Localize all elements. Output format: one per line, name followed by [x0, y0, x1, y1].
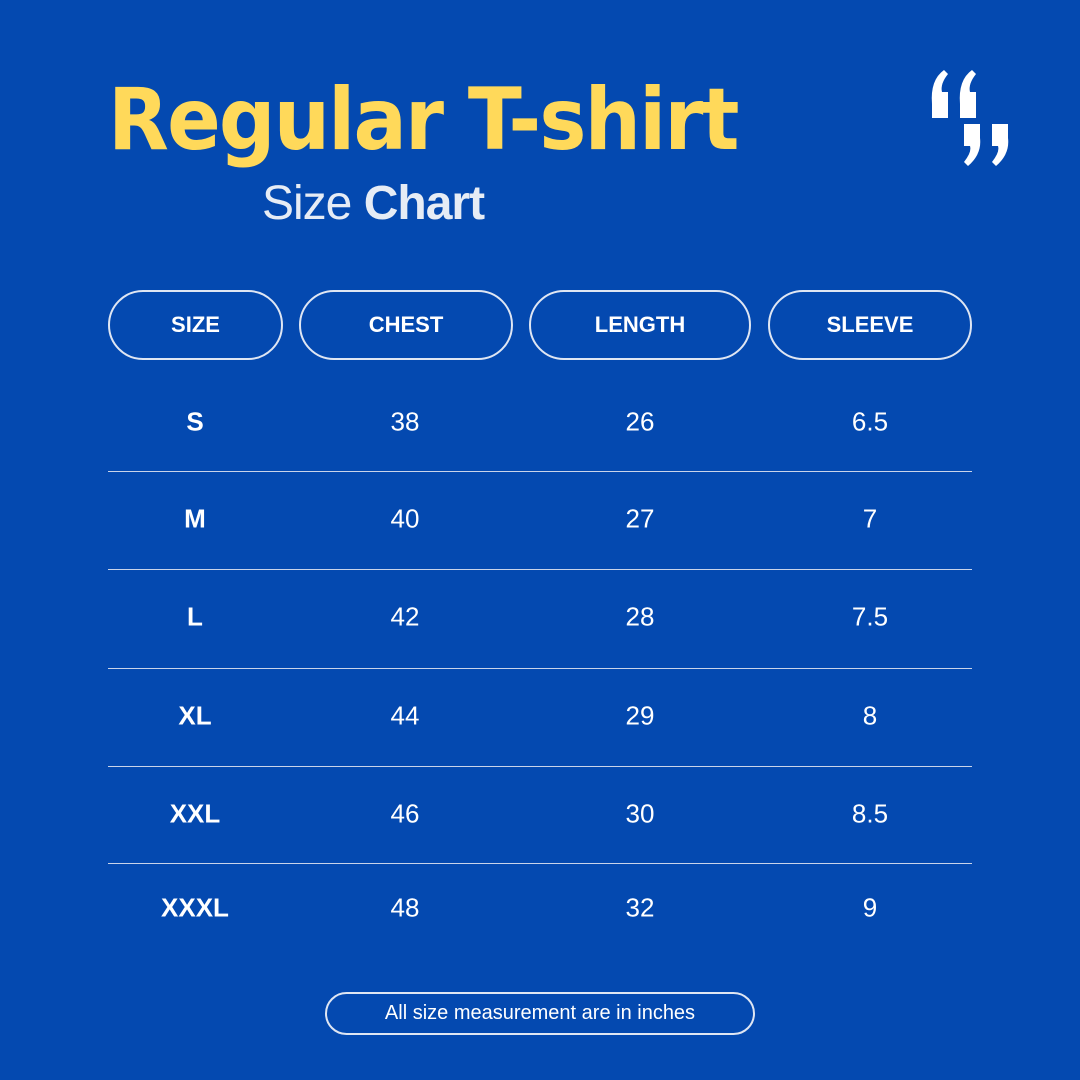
cell-size: L	[187, 601, 203, 632]
cell-chest: 46	[390, 798, 420, 829]
cell-chest: 48	[390, 892, 420, 923]
cell-length: 28	[625, 601, 655, 632]
cell-sleeve: 9	[862, 892, 878, 923]
row-divider	[108, 766, 972, 767]
header-length: LENGTH	[529, 290, 751, 360]
cell-chest: 40	[390, 503, 420, 534]
cell-length: 27	[625, 503, 655, 534]
footer-note: All size measurement are in inches	[325, 992, 755, 1035]
cell-sleeve: 7	[862, 503, 878, 534]
quote-marks-icon	[931, 70, 1009, 166]
cell-chest: 44	[390, 700, 420, 731]
row-divider	[108, 569, 972, 570]
cell-sleeve: 6.5	[851, 406, 889, 437]
subtitle-bold: Chart	[363, 177, 485, 230]
header-size: SIZE	[108, 290, 283, 360]
cell-chest: 42	[390, 601, 420, 632]
page-title: Regular T-shirt	[108, 70, 739, 170]
cell-sleeve: 8.5	[851, 798, 889, 829]
cell-length: 32	[625, 892, 655, 923]
row-divider	[108, 863, 972, 864]
header-chest: CHEST	[299, 290, 513, 360]
cell-sleeve: 7.5	[851, 601, 889, 632]
cell-sleeve: 8	[862, 700, 878, 731]
cell-chest: 38	[390, 406, 420, 437]
cell-size: XXXL	[161, 892, 229, 923]
cell-length: 29	[625, 700, 655, 731]
cell-size: S	[186, 406, 204, 437]
cell-size: XL	[178, 700, 212, 731]
cell-length: 26	[625, 406, 655, 437]
row-divider	[108, 471, 972, 472]
cell-size: XXL	[169, 798, 221, 829]
cell-length: 30	[625, 798, 655, 829]
subtitle-light: Size	[262, 177, 352, 230]
page-subtitle: Size Chart	[262, 176, 485, 231]
row-divider	[108, 668, 972, 669]
cell-size: M	[184, 503, 206, 534]
header-sleeve: SLEEVE	[768, 290, 972, 360]
